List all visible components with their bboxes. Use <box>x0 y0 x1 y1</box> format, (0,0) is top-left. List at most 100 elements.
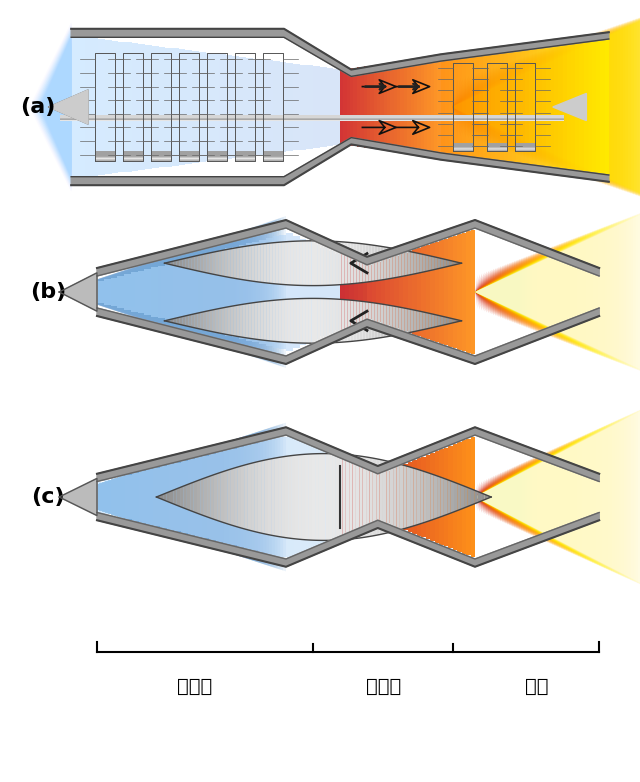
Polygon shape <box>401 307 404 334</box>
Polygon shape <box>266 243 269 283</box>
Polygon shape <box>475 410 640 584</box>
Polygon shape <box>475 424 610 571</box>
Polygon shape <box>160 494 163 500</box>
Polygon shape <box>59 459 175 535</box>
Polygon shape <box>452 74 474 140</box>
Polygon shape <box>410 467 413 527</box>
Polygon shape <box>59 432 258 562</box>
Polygon shape <box>59 247 208 336</box>
Polygon shape <box>419 311 422 331</box>
Polygon shape <box>475 248 548 336</box>
Polygon shape <box>399 307 401 335</box>
Polygon shape <box>59 439 238 555</box>
Polygon shape <box>366 457 369 537</box>
Polygon shape <box>291 242 294 285</box>
Polygon shape <box>356 243 360 283</box>
Polygon shape <box>59 452 195 542</box>
Polygon shape <box>59 222 272 362</box>
Polygon shape <box>248 463 251 531</box>
Polygon shape <box>475 483 477 511</box>
Polygon shape <box>59 235 239 349</box>
Polygon shape <box>452 55 531 160</box>
Polygon shape <box>452 27 612 187</box>
Polygon shape <box>314 241 317 285</box>
Polygon shape <box>475 454 543 540</box>
Polygon shape <box>59 458 179 536</box>
Polygon shape <box>451 481 454 513</box>
Polygon shape <box>452 16 640 198</box>
Polygon shape <box>59 460 173 534</box>
Polygon shape <box>452 25 617 189</box>
Polygon shape <box>59 426 275 568</box>
Polygon shape <box>48 46 71 168</box>
Polygon shape <box>452 36 586 178</box>
Polygon shape <box>291 299 294 343</box>
Polygon shape <box>452 80 458 135</box>
Polygon shape <box>475 253 534 331</box>
Polygon shape <box>234 467 237 527</box>
Polygon shape <box>59 228 255 356</box>
Polygon shape <box>452 51 541 163</box>
Polygon shape <box>59 267 159 317</box>
Polygon shape <box>475 443 564 551</box>
Polygon shape <box>305 454 308 540</box>
Polygon shape <box>182 258 186 268</box>
Polygon shape <box>475 224 610 359</box>
Polygon shape <box>39 35 71 179</box>
Polygon shape <box>475 430 595 564</box>
Polygon shape <box>475 418 621 576</box>
Polygon shape <box>475 429 598 565</box>
Polygon shape <box>458 263 461 264</box>
Polygon shape <box>369 245 371 282</box>
Polygon shape <box>273 300 275 342</box>
Polygon shape <box>37 33 71 181</box>
Polygon shape <box>35 30 71 185</box>
Polygon shape <box>452 68 492 146</box>
Text: 进气道: 进气道 <box>177 677 212 696</box>
Polygon shape <box>452 13 640 200</box>
Polygon shape <box>179 259 182 267</box>
Polygon shape <box>42 38 71 176</box>
Polygon shape <box>475 432 591 562</box>
Polygon shape <box>59 494 68 500</box>
Polygon shape <box>383 247 387 280</box>
Polygon shape <box>43 41 71 174</box>
Polygon shape <box>454 482 458 512</box>
Polygon shape <box>282 300 285 343</box>
Polygon shape <box>475 254 532 329</box>
Polygon shape <box>59 271 149 313</box>
Polygon shape <box>59 457 181 537</box>
Polygon shape <box>33 27 71 186</box>
Polygon shape <box>376 459 380 535</box>
Polygon shape <box>211 475 214 519</box>
Polygon shape <box>332 454 335 540</box>
Polygon shape <box>59 238 232 346</box>
Polygon shape <box>46 44 71 170</box>
Polygon shape <box>452 15 640 199</box>
Polygon shape <box>475 212 640 372</box>
Polygon shape <box>59 239 229 345</box>
Polygon shape <box>435 314 438 327</box>
Polygon shape <box>475 264 506 320</box>
Polygon shape <box>59 450 201 543</box>
Polygon shape <box>452 22 626 192</box>
Polygon shape <box>458 320 461 321</box>
Polygon shape <box>319 454 322 540</box>
Polygon shape <box>257 244 260 282</box>
Polygon shape <box>287 299 291 343</box>
Polygon shape <box>255 461 258 533</box>
Polygon shape <box>452 64 502 149</box>
Polygon shape <box>452 60 514 153</box>
Polygon shape <box>30 23 71 190</box>
Polygon shape <box>435 257 438 270</box>
Polygon shape <box>59 273 97 311</box>
Polygon shape <box>475 400 640 594</box>
Polygon shape <box>33 27 71 188</box>
Polygon shape <box>282 457 285 537</box>
Polygon shape <box>452 19 637 196</box>
Polygon shape <box>164 320 168 321</box>
Polygon shape <box>59 260 177 325</box>
Polygon shape <box>59 250 201 334</box>
Polygon shape <box>475 215 636 369</box>
Polygon shape <box>484 494 488 500</box>
